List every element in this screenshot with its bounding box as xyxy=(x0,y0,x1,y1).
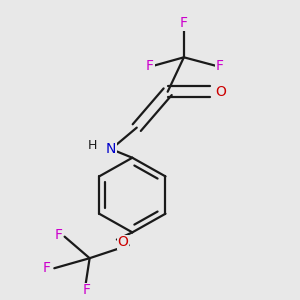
Text: F: F xyxy=(43,261,51,275)
Text: F: F xyxy=(146,59,154,73)
Text: F: F xyxy=(215,59,223,73)
Text: F: F xyxy=(83,283,91,297)
Text: H: H xyxy=(87,139,97,152)
Text: F: F xyxy=(55,228,63,242)
Text: F: F xyxy=(180,16,188,30)
Text: N: N xyxy=(106,142,116,156)
Text: O: O xyxy=(117,236,128,249)
Text: O: O xyxy=(215,85,226,99)
